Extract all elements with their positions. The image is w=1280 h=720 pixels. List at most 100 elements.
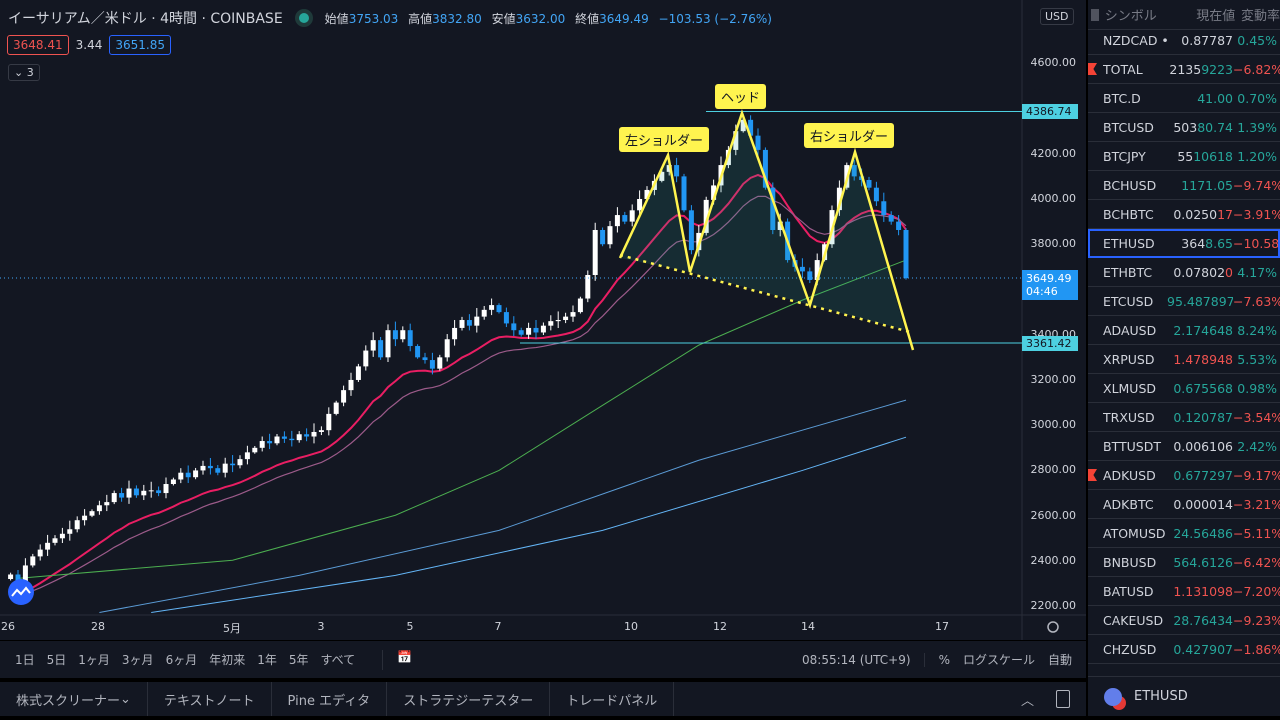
candle <box>415 344 421 359</box>
watchlist-row[interactable]: BTTUSDT 0.006106 2.42% <box>1088 432 1280 461</box>
price-tick: 2400.00 <box>1030 553 1077 567</box>
candle <box>104 494 110 512</box>
currency-button[interactable]: USD <box>1040 8 1074 25</box>
auto-scale-toggle[interactable]: 自動 <box>1047 653 1072 667</box>
watchlist-row[interactable]: CAKEUSD 28.76434 −9.23% <box>1088 606 1280 635</box>
range-button[interactable]: 1ヶ月 <box>78 653 110 667</box>
clock[interactable]: 08:55:14 (UTC+9) <box>802 652 911 667</box>
goto-date-icon[interactable]: 📅 <box>382 649 412 670</box>
symbol-title[interactable]: イーサリアム／米ドル · 4時間 · COINBASE <box>8 11 283 27</box>
chart-pane[interactable]: イーサリアム／米ドル · 4時間 · COINBASE 始値3753.03 高値… <box>0 0 1086 640</box>
bottom-tab[interactable]: トレードパネル <box>550 682 675 716</box>
percent-toggle[interactable]: % <box>923 652 950 667</box>
candle <box>111 490 117 505</box>
log-scale-toggle[interactable]: ログスケール <box>962 653 1035 667</box>
candle <box>614 207 620 233</box>
candle <box>156 486 162 497</box>
column-change[interactable]: 変動率 <box>1240 9 1280 24</box>
watchlist-row[interactable]: TOTAL 21359223 −6.82% <box>1088 55 1280 84</box>
candle <box>540 322 546 335</box>
watchlist-row[interactable]: ADAUSD 2.174648 8.24% <box>1088 316 1280 345</box>
watchlist-row[interactable]: TRXUSD 0.120787 −3.54% <box>1088 403 1280 432</box>
buy-button[interactable]: 3651.85 <box>109 35 171 55</box>
watchlist-row[interactable]: ATOMUSD 24.56486 −5.11% <box>1088 519 1280 548</box>
maximize-panel-icon[interactable] <box>1056 690 1070 708</box>
watchlist-row[interactable]: NZDCAD • 0.87787 0.45% <box>1088 26 1280 55</box>
watchlist-row[interactable]: BATUSD 1.131098 −7.20% <box>1088 577 1280 606</box>
market-open-icon <box>298 13 309 23</box>
watchlist-row[interactable]: BTCUSD 50380.74 1.39% <box>1088 113 1280 142</box>
watchlist-row[interactable]: BCHUSD 1171.05 −9.74% <box>1088 171 1280 200</box>
flag-icon[interactable] <box>1091 8 1099 21</box>
candle <box>807 267 813 284</box>
watchlist-row[interactable]: BCHBTC 0.025017 −3.91% <box>1088 200 1280 229</box>
candle <box>274 434 280 446</box>
candle <box>407 323 413 352</box>
candle <box>215 465 221 476</box>
bottom-tab[interactable]: Pine エディタ <box>272 682 388 716</box>
column-symbol[interactable]: シンボル <box>1104 9 1157 24</box>
candle <box>881 192 887 222</box>
watchlist-row[interactable]: XLMUSD 0.675568 0.98% <box>1088 374 1280 403</box>
candle <box>422 352 428 364</box>
candle <box>170 477 176 486</box>
tradingview-logo-icon[interactable] <box>8 579 34 605</box>
column-price[interactable]: 現在値 <box>1196 9 1236 24</box>
head-label[interactable]: ヘッド <box>715 84 767 109</box>
candle <box>304 428 310 442</box>
candle <box>518 327 524 337</box>
candle <box>148 481 154 498</box>
watchlist: シンボル 現在値 変動率 NZDCAD • 0.87787 0.45% TOTAL 21… <box>1088 0 1280 716</box>
candle <box>74 516 80 533</box>
candle <box>429 352 435 375</box>
ohlc-values: 始値3753.03 高値3832.80 安値3632.00 終値3649.49 … <box>324 11 772 26</box>
watchlist-row[interactable]: ETCUSD 95.487897 −7.63% <box>1088 287 1280 316</box>
price-chart[interactable] <box>0 0 1086 640</box>
range-button[interactable]: 6ヶ月 <box>165 653 198 667</box>
range-button[interactable]: 5日 <box>46 653 67 667</box>
flag-icon[interactable] <box>1088 469 1097 481</box>
candle <box>267 433 273 450</box>
range-button[interactable]: すべて <box>320 653 356 667</box>
range-button[interactable]: 3ヶ月 <box>121 653 154 667</box>
settings-gear-icon[interactable] <box>1047 621 1059 633</box>
symbol-details[interactable]: ETHUSD <box>1088 676 1280 716</box>
candle <box>96 500 102 515</box>
watchlist-row[interactable]: ADKUSD 0.677297 −9.17% <box>1088 461 1280 490</box>
watchlist-row[interactable]: ETHBTC 0.078020 4.17% <box>1088 258 1280 287</box>
expand-panel-icon[interactable]: ︿ <box>1020 693 1034 709</box>
watchlist-row[interactable]: BTCJPY 5510618 1.20% <box>1088 142 1280 171</box>
watchlist-row[interactable]: BNBUSD 564.6126 −6.42% <box>1088 548 1280 577</box>
watchlist-row[interactable]: CHZUSD 0.427907 −1.86% <box>1088 635 1280 664</box>
neckline[interactable] <box>619 253 911 334</box>
candle <box>489 298 495 316</box>
sell-button[interactable]: 3648.41 <box>7 35 69 55</box>
candle <box>770 182 776 235</box>
range-button[interactable]: 1日 <box>15 653 35 667</box>
watchlist-row[interactable]: XRPUSD 1.478948 5.53% <box>1088 345 1280 374</box>
candle <box>207 457 213 475</box>
candle <box>318 426 324 436</box>
watchlist-row[interactable]: BTC.D 41.00 0.70% <box>1088 84 1280 113</box>
bottom-tab[interactable]: 株式スクリーナー ⌄ <box>0 682 148 716</box>
left-shoulder-label[interactable]: 左ショルダー <box>619 127 710 152</box>
candle <box>444 334 450 362</box>
right-shoulder-label[interactable]: 右ショルダー <box>804 123 895 148</box>
time-tick: 14 <box>801 620 815 633</box>
watchlist-row[interactable]: ADKBTC 0.000014 −3.21% <box>1088 490 1280 519</box>
candle <box>30 553 36 568</box>
range-button[interactable]: 年初来 <box>209 653 246 667</box>
target-price-tag: 3361.42 <box>1022 336 1078 351</box>
range-button[interactable]: 5年 <box>288 653 309 667</box>
candle <box>637 190 643 218</box>
flag-icon[interactable] <box>1088 63 1097 75</box>
bottom-tab[interactable]: テキストノート <box>148 682 272 716</box>
head-and-shoulders-pattern[interactable] <box>618 109 915 351</box>
candle <box>511 316 517 336</box>
candle <box>52 535 58 546</box>
range-button[interactable]: 1年 <box>257 653 277 667</box>
indicators-collapse-button[interactable]: ⌄ 3 <box>8 64 40 81</box>
bottom-tab[interactable]: ストラテジーテスター <box>387 682 551 716</box>
candle <box>45 534 51 556</box>
